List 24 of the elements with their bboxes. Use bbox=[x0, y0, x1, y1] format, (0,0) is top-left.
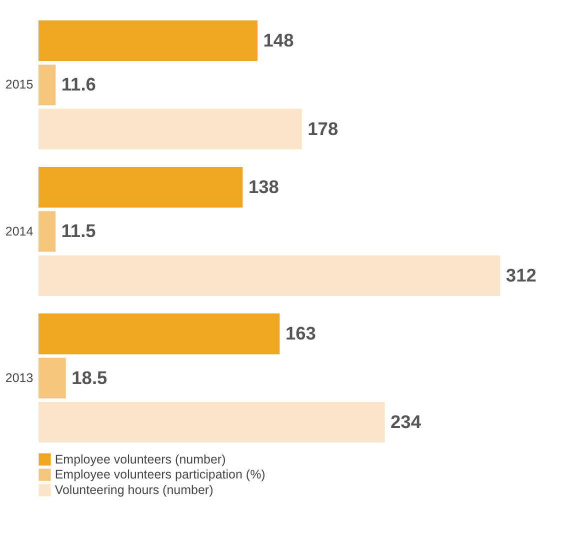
data-label: 18.5 bbox=[72, 366, 108, 388]
data-label: 138 bbox=[248, 176, 279, 198]
legend-label: Volunteering hours (number) bbox=[54, 483, 214, 498]
data-label: 11.5 bbox=[61, 220, 96, 242]
bar bbox=[38, 255, 500, 296]
bar bbox=[38, 108, 302, 150]
data-label: 148 bbox=[263, 29, 294, 50]
bar bbox=[38, 402, 385, 443]
legend-label: Employee volunteers participation (%) bbox=[54, 468, 266, 482]
data-label: 234 bbox=[390, 411, 422, 432]
data-label: 178 bbox=[308, 118, 338, 139]
data-label: 163 bbox=[285, 322, 316, 344]
bar bbox=[38, 314, 280, 354]
bar bbox=[38, 358, 66, 398]
data-label: 312 bbox=[506, 264, 536, 286]
data-label: 11.6 bbox=[61, 74, 96, 95]
bar bbox=[38, 20, 258, 62]
bar bbox=[38, 166, 243, 208]
bar bbox=[38, 211, 56, 252]
bar bbox=[38, 64, 56, 106]
y-tick-label: 2015 bbox=[5, 78, 34, 92]
y-tick-label: 2014 bbox=[5, 224, 34, 238]
y-tick-label: 2013 bbox=[5, 370, 34, 385]
legend-label: Employee volunteers (number) bbox=[54, 452, 226, 466]
